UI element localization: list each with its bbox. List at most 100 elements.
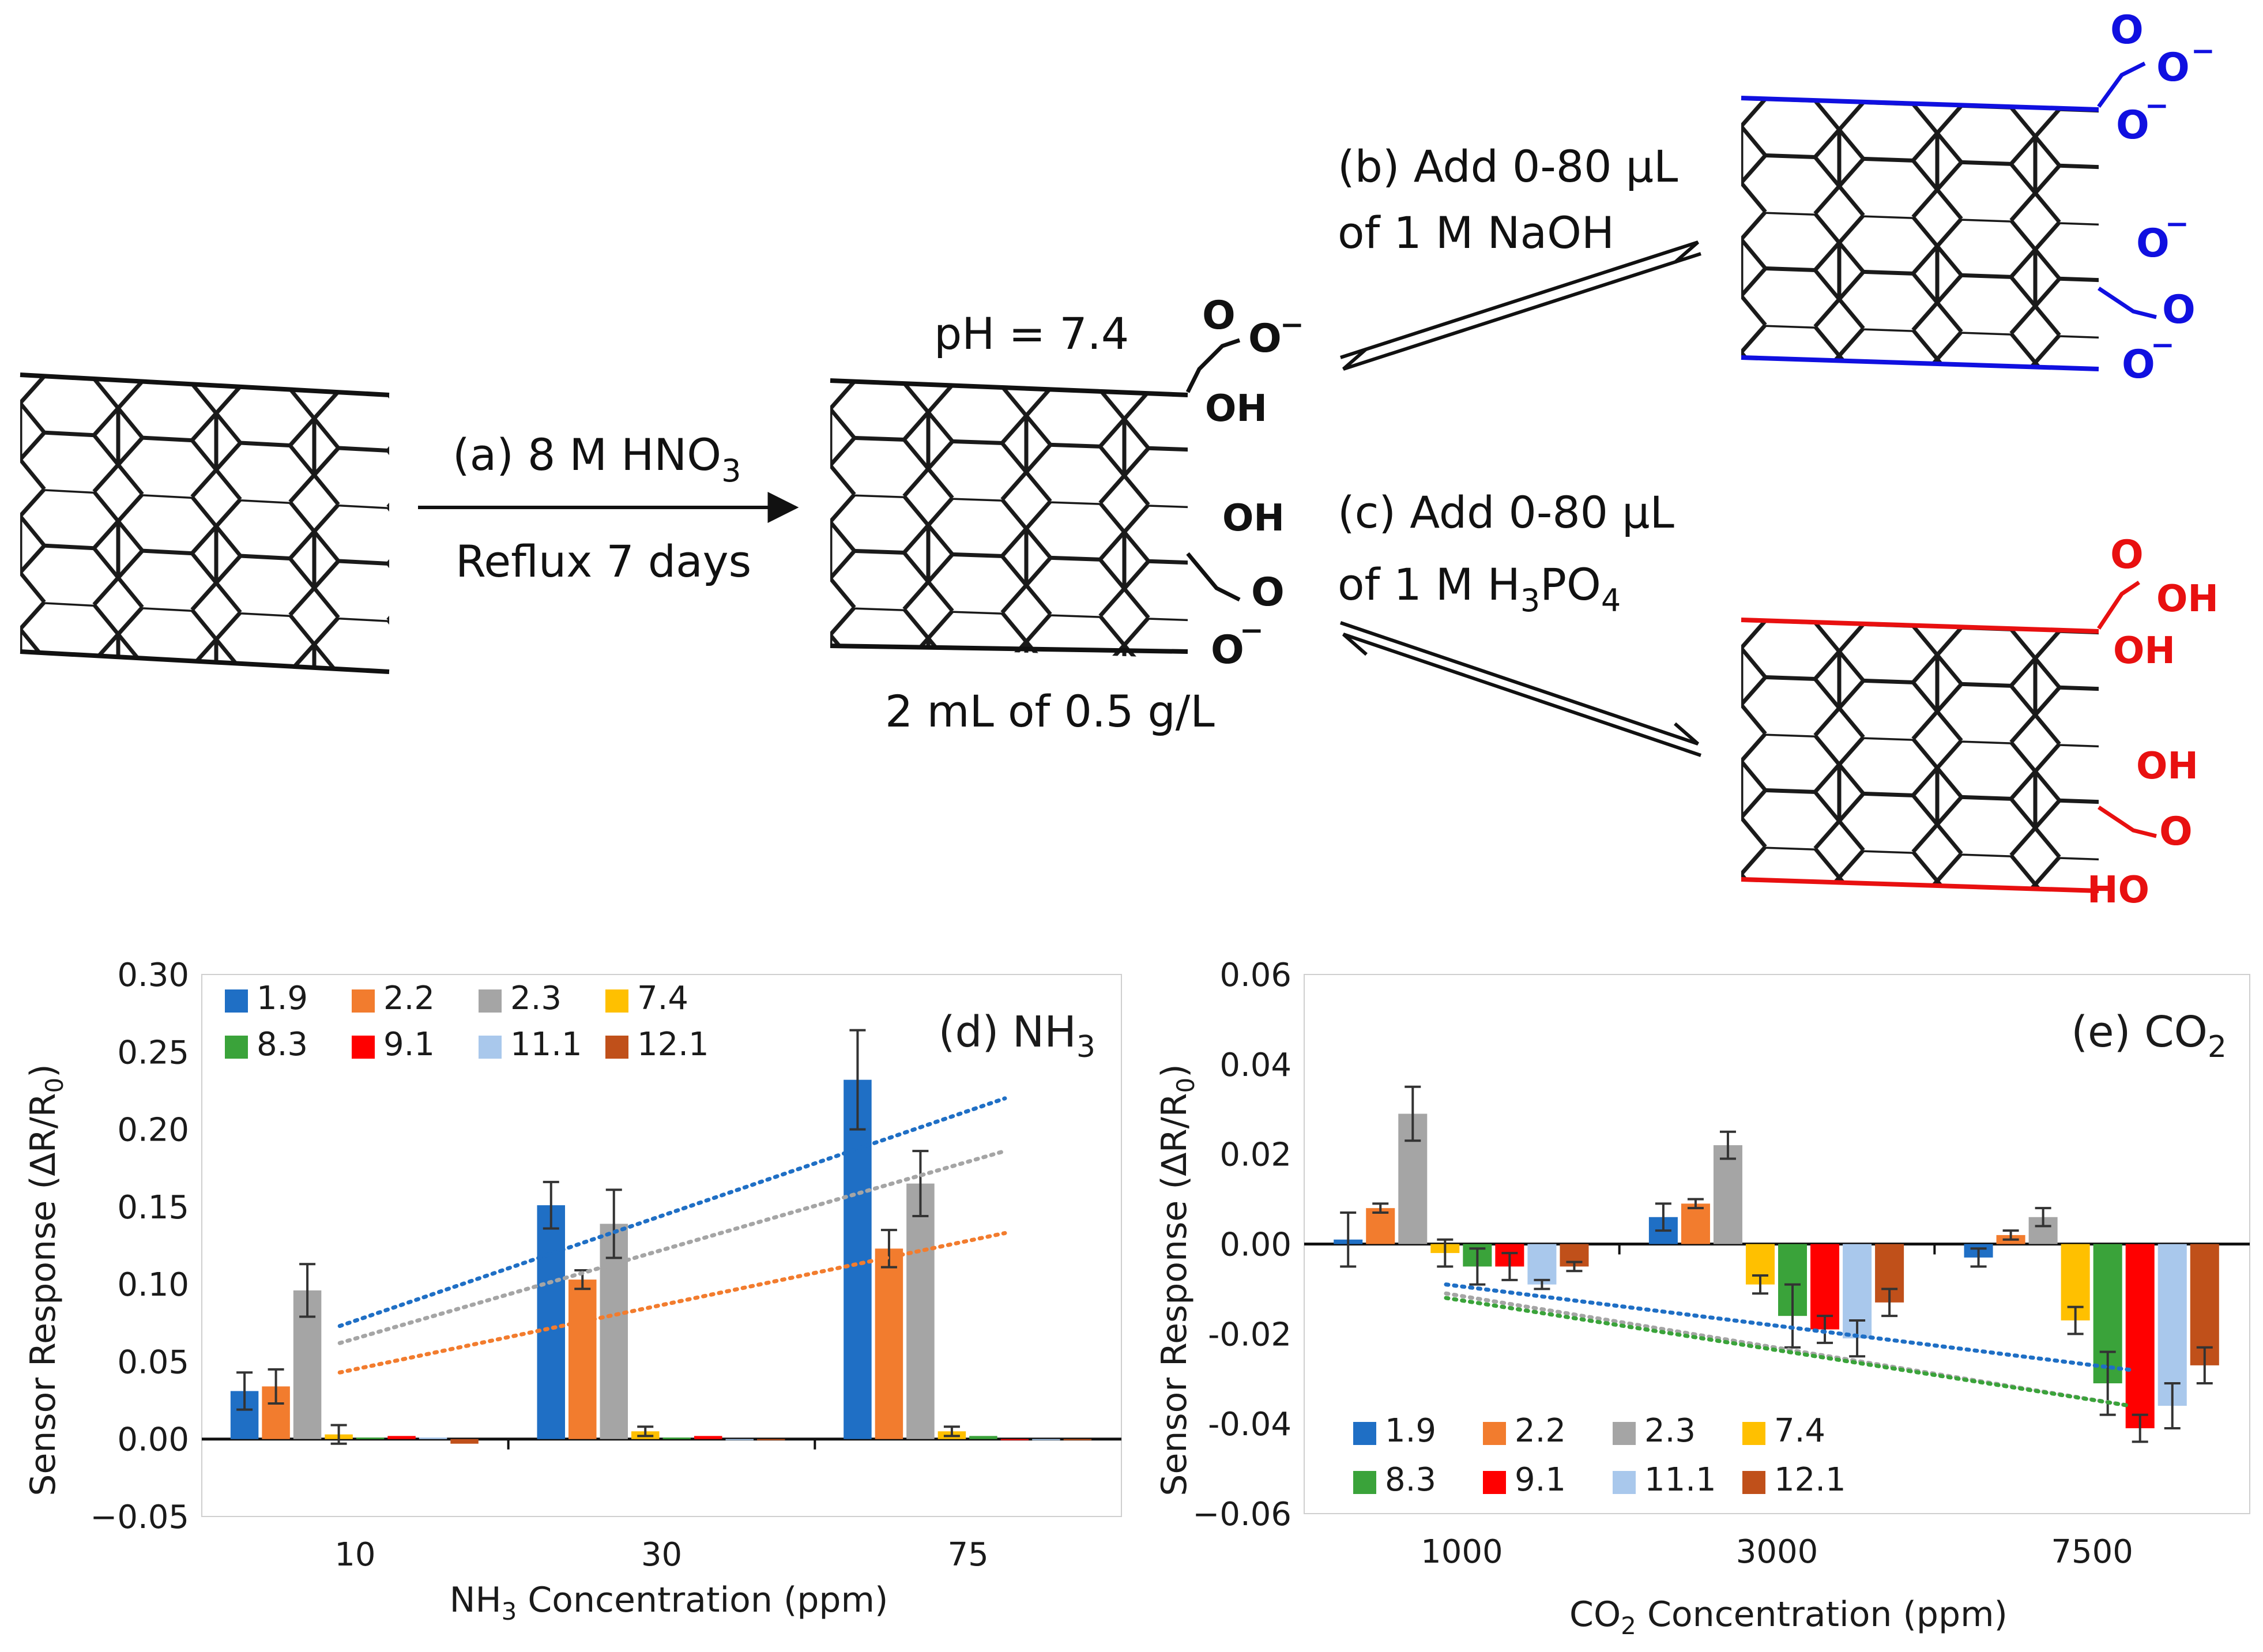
svg-text:O: O — [2110, 7, 2144, 53]
co2-bar-2.3 — [1713, 1145, 1742, 1244]
nh3-bar-12.1 — [1063, 1439, 1092, 1440]
step-b-line2: of 1 M NaOH — [1338, 207, 1614, 258]
nh3-bar-12.1 — [450, 1439, 479, 1444]
svg-text:OH: OH — [2156, 578, 2219, 620]
nh3-legend-label-2.2: 2.2 — [383, 980, 435, 1017]
co2-y-tick-label: 0.00 — [1219, 1226, 1291, 1264]
co2-legend-swatch-12.1 — [1742, 1471, 1765, 1494]
co2-legend: 1.9 2.2 2.3 7.4 8.3 9.1 11.1 12.1 — [1353, 1412, 1846, 1499]
co2-legend-swatch-2.2 — [1483, 1422, 1506, 1445]
pristine-nanotube-icon — [20, 372, 390, 674]
ph-label: pH = 7.4 — [934, 308, 1129, 359]
co2-y-tick-label: −0.06 — [1192, 1496, 1291, 1533]
svg-text:OH: OH — [2136, 745, 2198, 788]
nh3-y-tick-label: 0.00 — [117, 1421, 189, 1459]
nh3-legend-swatch-12.1 — [605, 1036, 628, 1059]
svg-text:−: − — [1280, 308, 1304, 341]
nh3-legend: 1.9 2.2 2.3 7.4 8.3 9.1 11.1 12.1 — [225, 980, 709, 1063]
svg-text:OH: OH — [2113, 630, 2175, 672]
svg-text:−: − — [2191, 34, 2215, 67]
protonated-functional-groups: O OH OH OH O HO — [2087, 532, 2219, 911]
nh3-bar-2.3 — [600, 1224, 628, 1439]
nh3-bar-2.3 — [906, 1183, 935, 1439]
nh3-y-tick-label: −0.05 — [90, 1499, 189, 1536]
step-a-arrow: (a) 8 M HNO3 Reflux 7 days — [418, 429, 799, 587]
svg-text:O: O — [2136, 221, 2170, 266]
nh3-legend-swatch-8.3 — [225, 1036, 248, 1059]
nh3-legend-swatch-9.1 — [352, 1036, 375, 1059]
nh3-bar-12.1 — [756, 1439, 785, 1440]
nh3-bar-9.1 — [694, 1436, 722, 1439]
nh3-bar-11.1 — [1032, 1439, 1060, 1440]
svg-text:O: O — [1211, 627, 1244, 673]
nh3-legend-label-7.4: 7.4 — [637, 980, 688, 1017]
nh3-bar-8.3 — [662, 1437, 691, 1439]
concentration-label: 2 mL of 0.5 g/L — [885, 686, 1215, 737]
co2-trendline-2.3 — [1444, 1291, 2132, 1408]
svg-text:HO: HO — [2087, 869, 2149, 911]
svg-text:O: O — [1248, 316, 1282, 362]
co2-bar-12.1 — [2190, 1244, 2219, 1365]
co2-y-tick-label: -0.04 — [1208, 1406, 1291, 1443]
step-c-line1: (c) Add 0-80 µL — [1338, 487, 1674, 538]
co2-response-chart: 0.06 0.04 0.02 0.00 -0.02 -0.04 −0.06 1000 3000 7… — [1154, 957, 2250, 1640]
co2-trendline-8.3 — [1444, 1296, 2132, 1408]
co2-legend-swatch-9.1 — [1483, 1471, 1506, 1494]
nh3-legend-label-8.3: 8.3 — [257, 1026, 308, 1063]
nh3-bar-11.1 — [725, 1439, 754, 1440]
nh3-y-tick-label: 0.05 — [117, 1344, 189, 1381]
co2-bar-9.1 — [2125, 1244, 2155, 1428]
step-c-line2: of 1 M H3PO4 — [1338, 559, 1621, 619]
svg-text:O: O — [2159, 809, 2193, 855]
svg-text:O: O — [1251, 570, 1285, 615]
equilibrium-arrow-c — [1340, 621, 1701, 757]
nh3-bar-8.3 — [969, 1436, 997, 1439]
nh3-legend-swatch-2.3 — [479, 989, 502, 1013]
co2-legend-swatch-8.3 — [1353, 1471, 1376, 1494]
co2-legend-label-2.3: 2.3 — [1644, 1412, 1696, 1450]
protonated-nanotube-icon — [1741, 618, 2099, 893]
nh3-legend-label-11.1: 11.1 — [510, 1026, 582, 1063]
co2-x-tick-label: 1000 — [1421, 1533, 1503, 1571]
co2-y-tick-label: 0.04 — [1219, 1047, 1291, 1084]
co2-legend-label-7.4: 7.4 — [1774, 1412, 1825, 1450]
nh3-legend-swatch-1.9 — [225, 989, 248, 1013]
co2-x-tick-label: 3000 — [1736, 1533, 1818, 1571]
nh3-bar-8.3 — [356, 1437, 385, 1439]
nh3-legend-swatch-2.2 — [352, 989, 375, 1013]
svg-text:O: O — [2156, 45, 2190, 91]
co2-legend-label-9.1: 9.1 — [1515, 1461, 1566, 1499]
nh3-legend-label-9.1: 9.1 — [383, 1026, 435, 1063]
co2-legend-swatch-1.9 — [1353, 1422, 1376, 1445]
svg-text:O: O — [2162, 287, 2196, 333]
co2-bar-11.1 — [1527, 1244, 1557, 1285]
co2-x-tick-label: 7500 — [2051, 1533, 2133, 1571]
nh3-bar-2.2 — [875, 1248, 903, 1439]
co2-legend-label-1.9: 1.9 — [1385, 1412, 1436, 1450]
svg-text:OH: OH — [1205, 387, 1267, 430]
co2-legend-swatch-7.4 — [1742, 1422, 1765, 1445]
svg-text:−: − — [2145, 89, 2169, 122]
svg-text:O: O — [2116, 103, 2149, 148]
nh3-plot-frame — [201, 974, 1122, 1517]
nh3-x-tick-label: 10 — [334, 1536, 375, 1574]
svg-text:−: − — [2165, 207, 2189, 240]
nh3-legend-label-2.3: 2.3 — [510, 980, 562, 1017]
oxidized-nanotube-icon — [830, 378, 1188, 658]
co2-bar-2.2 — [1681, 1203, 1710, 1244]
nh3-chart-title: (d) NH3 — [939, 1007, 1095, 1064]
co2-legend-label-8.3: 8.3 — [1385, 1461, 1436, 1499]
svg-text:−: − — [1240, 614, 1264, 647]
nh3-bar-11.1 — [419, 1437, 447, 1439]
svg-text:OH: OH — [1222, 497, 1285, 540]
co2-y-tick-label: 0.06 — [1219, 957, 1291, 994]
nh3-bar-2.2 — [568, 1280, 597, 1439]
nh3-trendline-2.2 — [337, 1231, 1007, 1375]
nh3-x-tick-label: 30 — [641, 1536, 682, 1574]
nh3-legend-label-1.9: 1.9 — [257, 980, 308, 1017]
svg-text:−: − — [2151, 328, 2175, 362]
nh3-y-tick-label: 0.10 — [117, 1266, 189, 1304]
co2-chart-title: (e) CO2 — [2071, 1007, 2227, 1064]
co2-trendline-1.9 — [1444, 1282, 2132, 1372]
